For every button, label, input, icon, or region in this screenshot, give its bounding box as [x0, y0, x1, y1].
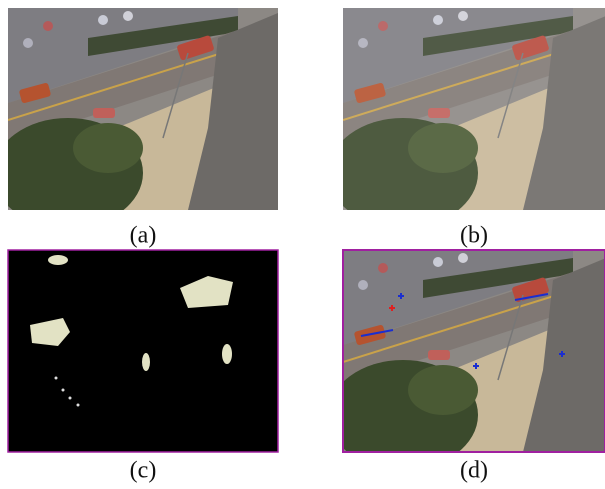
- caption: (b): [460, 223, 488, 249]
- panel-d: [328, 249, 605, 470]
- caption: (a): [130, 223, 157, 249]
- panel-c: [7, 249, 279, 453]
- panel-a: [0, 8, 278, 228]
- caption: (c): [130, 458, 157, 484]
- panel-b: [328, 8, 605, 228]
- caption: (d): [460, 458, 488, 484]
